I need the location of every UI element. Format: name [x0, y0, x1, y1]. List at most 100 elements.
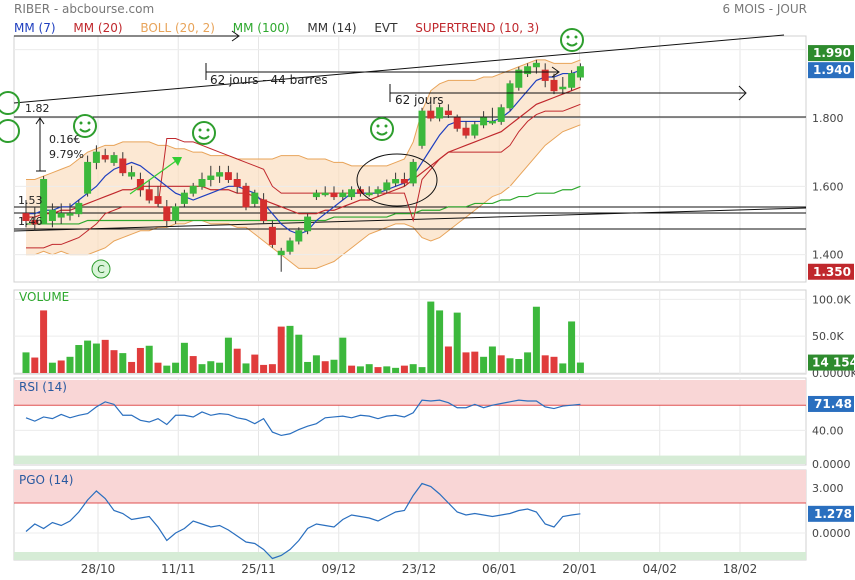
volume-bar	[418, 367, 426, 373]
change-value-label: 0.16€	[49, 133, 81, 146]
candle-body	[400, 179, 408, 184]
candle-body	[84, 161, 92, 194]
bollinger-upper-line	[26, 59, 581, 180]
smiley-edge-icon	[0, 119, 20, 143]
smiley-icon	[192, 121, 216, 145]
smiley-icon-eye	[198, 128, 202, 132]
rsi-overbought-zone	[14, 380, 806, 406]
smiley-icon-mouth	[566, 42, 578, 47]
event-marker-c-label: C	[97, 263, 105, 276]
candle-body	[392, 179, 400, 184]
legend-ma14[interactable]: MM (14)	[307, 21, 357, 35]
volume-bar	[101, 339, 109, 373]
pane-frame-2	[13, 377, 807, 466]
volume-bar	[506, 358, 514, 373]
pgo-badge	[808, 505, 854, 522]
rsi-badge	[808, 395, 854, 412]
candle-body	[180, 192, 188, 204]
candle-body	[101, 155, 109, 160]
smiley-icon-eye	[206, 128, 210, 132]
legend-evt[interactable]: EVT	[374, 21, 398, 35]
candle-body	[233, 179, 241, 187]
candle-body	[198, 179, 206, 187]
candle-body	[207, 175, 215, 180]
candle-body	[339, 192, 347, 198]
candle-body	[163, 206, 171, 221]
candle-body	[224, 172, 232, 181]
volume-bar	[22, 352, 30, 373]
volume-bar	[524, 352, 532, 373]
pane-frame-0	[13, 35, 807, 283]
legend-ma20[interactable]: MM (20)	[73, 21, 123, 35]
candle-body	[576, 66, 584, 78]
legend-ma7[interactable]: MM (7)	[14, 21, 56, 35]
volume-bar	[224, 337, 232, 373]
candle-body	[216, 172, 224, 177]
legend-supertrend[interactable]: SUPERTREND (10, 3)	[415, 21, 540, 35]
volume-bar	[436, 310, 444, 373]
count-label-1: 62 jours - 44 barres	[210, 73, 328, 87]
candle-body	[462, 127, 470, 136]
volume-bar	[198, 364, 206, 373]
volume-bar	[145, 345, 153, 373]
legend-boll[interactable]: BOLL (20, 2)	[140, 21, 215, 35]
candle-body	[427, 110, 435, 119]
candle-body	[189, 185, 197, 194]
level-label-mid: 1.53	[18, 194, 43, 207]
volume-bar	[532, 306, 540, 373]
volume-bar	[471, 351, 479, 373]
volume-tick-label: 100.0K	[812, 293, 851, 306]
volume-bar	[277, 326, 285, 373]
pgo-pane-label: PGO (14)	[19, 473, 74, 487]
volume-bar	[260, 364, 268, 373]
candle-body	[541, 69, 549, 81]
volume-bar	[480, 356, 488, 373]
volume-pane-label: VOLUME	[19, 290, 70, 304]
volume-bar	[356, 366, 364, 373]
candle-body	[295, 230, 303, 242]
x-tick-label: 18/02	[723, 562, 758, 576]
candle-body	[436, 107, 444, 119]
legend-ma100[interactable]: MM (100)	[232, 21, 290, 35]
candle-body	[374, 189, 382, 194]
x-tick-label: 23/12	[402, 562, 437, 576]
volume-bar	[576, 362, 584, 373]
pgo-badge-label: 1.278	[814, 507, 852, 521]
volume-bar	[462, 352, 470, 373]
candle-body	[92, 151, 100, 163]
bollinger-band-area	[26, 59, 581, 269]
candle-body	[321, 192, 329, 196]
volume-bar	[180, 342, 188, 373]
candle-body	[348, 189, 356, 198]
candle-body	[277, 250, 285, 256]
candle-body	[312, 192, 320, 198]
candle-body	[75, 202, 83, 215]
smiley-edge-icon	[0, 91, 20, 115]
volume-bar	[110, 350, 118, 373]
x-tick-label: 06/01	[482, 562, 517, 576]
uptrend-arrow	[129, 157, 181, 195]
volume-bar	[444, 346, 452, 373]
candle-body	[57, 213, 65, 218]
volume-bar	[541, 355, 549, 373]
count-label-2: 62 jours	[395, 93, 444, 107]
volume-bar	[295, 334, 303, 373]
volume-bar	[207, 361, 215, 373]
candle-body	[497, 107, 505, 122]
pgo-lower-zone	[14, 552, 806, 560]
volume-bar	[40, 310, 48, 373]
candle-body	[365, 192, 373, 196]
ma100-line	[26, 185, 581, 225]
candle-body	[145, 189, 153, 201]
volume-bar	[568, 321, 576, 373]
level-label-high: 1.82	[25, 102, 50, 115]
candle-body	[383, 182, 391, 191]
volume-bar	[550, 356, 558, 373]
volume-bar	[31, 357, 39, 373]
ma7-line	[26, 69, 581, 235]
smiley-icon-eye	[87, 121, 91, 125]
price-badge-label: 1.350	[813, 265, 851, 279]
candle-body	[480, 117, 488, 126]
candle-body	[172, 206, 180, 221]
